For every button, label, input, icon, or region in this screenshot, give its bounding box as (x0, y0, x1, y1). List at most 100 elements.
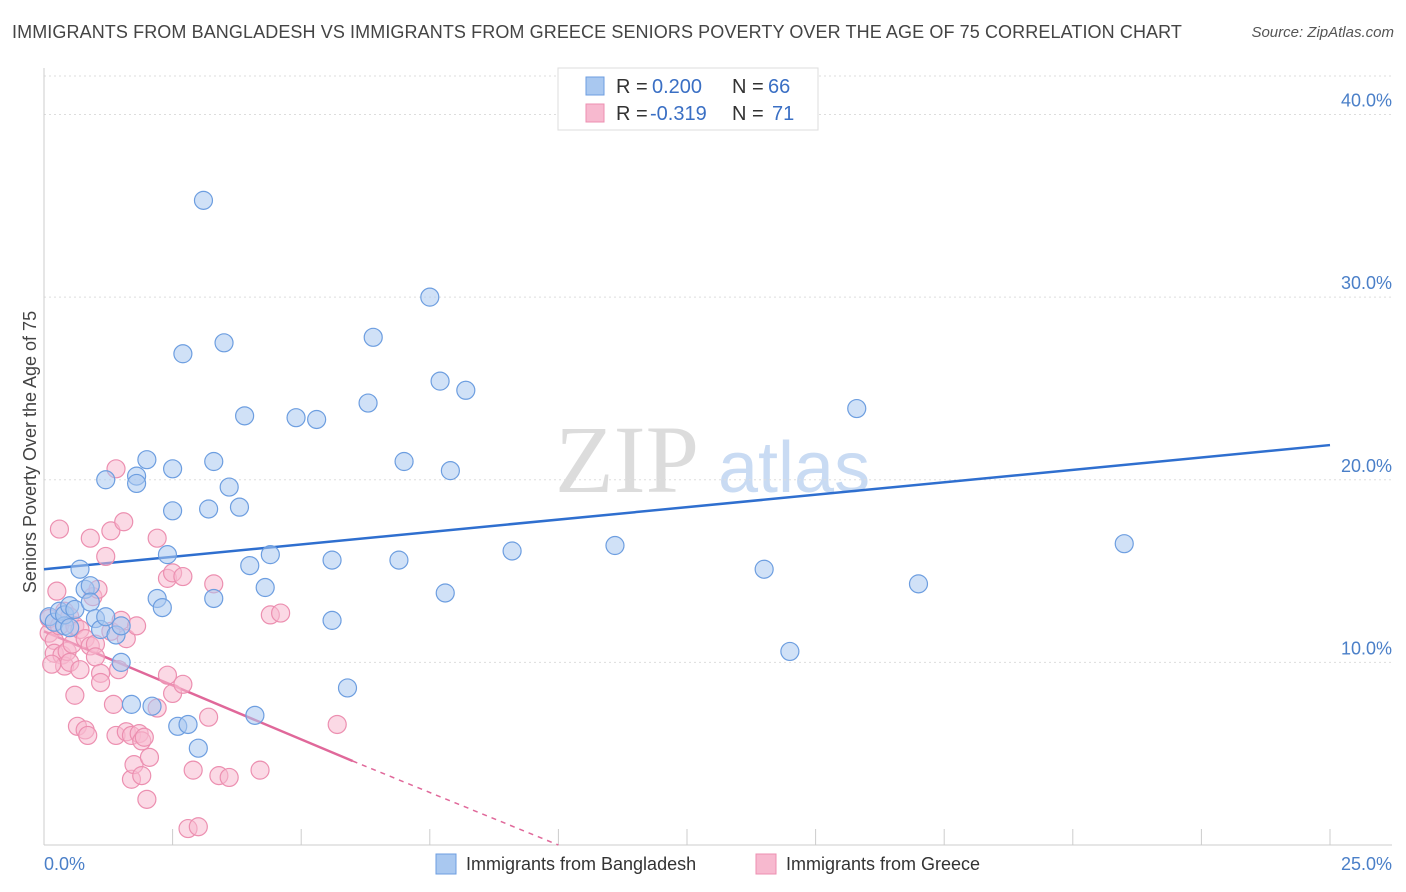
bangladesh-point (80, 576, 100, 596)
bangladesh-point (193, 190, 214, 210)
legend-r-value-2: -0.319 (650, 103, 707, 125)
greece-point (114, 512, 134, 532)
greece-point (132, 766, 152, 786)
data-points (39, 190, 1134, 839)
bangladesh-point (307, 409, 327, 430)
bangladesh-point (908, 574, 929, 594)
bangladesh-point (163, 501, 183, 521)
bangladesh-point (389, 550, 409, 570)
chart-source: Source: ZipAtlas.com (1251, 24, 1394, 41)
greece-point (90, 672, 111, 693)
bangladesh-point (188, 738, 208, 758)
legend-r-label-1: R = (616, 76, 648, 98)
bangladesh-point (173, 344, 193, 364)
y-axis-label: Seniors Poverty Over the Age of 75 (20, 311, 40, 593)
bangladesh-point (60, 618, 80, 638)
greece-trend-line-extrapolated (352, 760, 559, 846)
legend-r-value-1: 0.200 (652, 76, 702, 98)
bangladesh-point (240, 555, 260, 576)
greece-point (80, 528, 100, 548)
bangladesh-point (260, 545, 280, 565)
y-tick-label: 40.0% (1341, 91, 1392, 111)
bangladesh-point (255, 577, 275, 598)
greece-point (103, 694, 124, 714)
legend-box: R = 0.200 N = 66 R = -0.319 N = 71 (557, 67, 819, 131)
bangladesh-point (214, 333, 234, 353)
bangladesh-point (394, 451, 414, 472)
greece-point (85, 647, 106, 667)
greece-point (157, 665, 178, 685)
bangladesh-point (245, 705, 265, 725)
greece-point (65, 685, 85, 705)
legend-r-label-2: R = (616, 103, 648, 125)
greece-point (134, 727, 154, 747)
bangladesh-point (70, 559, 90, 579)
bangladesh-point (780, 641, 800, 662)
legend-n-label-1: N = (732, 76, 764, 98)
bangladesh-point (126, 473, 147, 494)
bangladesh-point (430, 371, 450, 391)
bangladesh-point (80, 592, 100, 612)
greece-point (42, 654, 62, 674)
bangladesh-point (121, 694, 142, 714)
greece-point (78, 725, 98, 746)
greece-point (271, 603, 291, 623)
bangladesh-point (286, 408, 306, 428)
bangladesh-point (96, 470, 116, 490)
x-tick-label-max: 25.0% (1341, 854, 1392, 874)
bottom-legend-label-greece: Immigrants from Greece (786, 854, 980, 874)
watermark-atlas: atlas (718, 428, 870, 508)
bangladesh-point (178, 714, 198, 735)
bangladesh-point (152, 597, 172, 618)
bangladesh-point (157, 545, 178, 565)
bangladesh-point (420, 287, 440, 307)
bangladesh-point (754, 559, 774, 579)
greece-point (137, 789, 157, 809)
greece-point (219, 767, 239, 788)
x-tick-label-min: 0.0% (44, 854, 85, 874)
bottom-legend-label-bangladesh: Immigrants from Bangladesh (466, 854, 696, 874)
greece-point (250, 760, 270, 780)
bangladesh-point (204, 451, 224, 472)
legend-swatch-greece (585, 103, 605, 123)
greece-point (70, 660, 90, 680)
bangladesh-point (440, 461, 460, 481)
bangladesh-point (322, 550, 342, 570)
bangladesh-point (358, 393, 378, 413)
greece-point (147, 528, 167, 548)
bangladesh-point (111, 652, 131, 672)
greece-point (173, 566, 193, 587)
bangladesh-point (337, 678, 358, 698)
greece-point (173, 674, 193, 694)
greece-point (183, 760, 203, 780)
y-tick-label: 20.0% (1341, 456, 1392, 476)
y-tick-label: 10.0% (1341, 638, 1392, 658)
bangladesh-point (204, 588, 224, 609)
bangladesh-point (605, 535, 625, 556)
bangladesh-point (229, 497, 250, 517)
bangladesh-point (235, 406, 255, 426)
bangladesh-point (502, 541, 522, 561)
legend-swatch-bangladesh (585, 76, 605, 96)
greece-point (47, 581, 67, 601)
bangladesh-point (847, 398, 867, 419)
greece-point (49, 519, 70, 539)
bangladesh-point (111, 616, 131, 636)
bangladesh-point (137, 450, 157, 470)
greece-point (139, 747, 160, 767)
bottom-legend-swatch-bangladesh (435, 853, 457, 875)
bangladesh-point (363, 327, 383, 347)
bottom-legend: Immigrants from Bangladesh Immigrants fr… (435, 853, 980, 875)
bangladesh-point (163, 459, 183, 479)
legend-n-label-2: N = (732, 103, 764, 125)
greece-point (199, 707, 219, 727)
greece-point (188, 817, 208, 837)
chart-title: IMMIGRANTS FROM BANGLADESH VS IMMIGRANTS… (12, 22, 1183, 42)
axes: 10.0% 20.0% 30.0% 40.0% 0.0% 25.0% (43, 68, 1392, 874)
bangladesh-point (96, 607, 116, 627)
bangladesh-point (65, 599, 85, 620)
bangladesh-point (435, 583, 455, 603)
legend-n-value-2: 71 (772, 103, 794, 125)
y-tick-label: 30.0% (1341, 273, 1392, 293)
